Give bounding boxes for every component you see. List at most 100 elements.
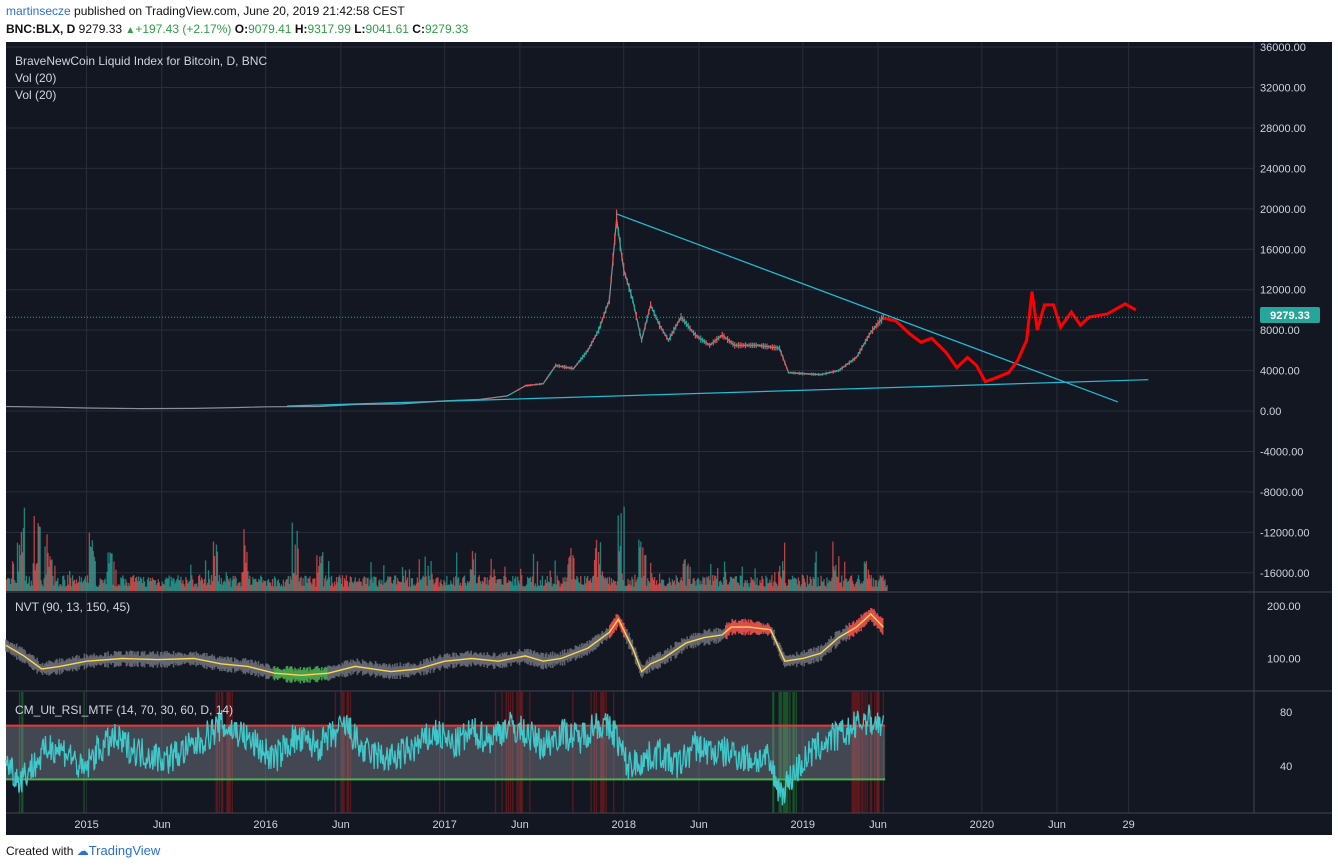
volume-bar: [513, 585, 515, 591]
volume-bar: [362, 578, 364, 591]
volume-bar: [693, 577, 695, 591]
price-tick-label: 0.00: [1260, 406, 1281, 418]
volume-bar: [604, 577, 607, 591]
volume-bar: [678, 582, 680, 591]
volume-bar: [686, 566, 688, 591]
volume-bar: [332, 586, 335, 591]
chart-canvas[interactable]: 36000.00 32000.00 28000.00 24000.00 20000.00…: [0, 42, 1338, 835]
volume-bar: [765, 575, 767, 591]
volume-bar: [338, 575, 341, 591]
volume-bar: [718, 581, 721, 591]
tradingview-brand[interactable]: TradingView: [88, 843, 161, 858]
volume-bar: [673, 580, 675, 591]
rsi-overbought-bar: [517, 692, 519, 813]
volume-bar: [747, 583, 749, 591]
volume-bar: [638, 539, 640, 591]
volume-bar: [665, 585, 668, 591]
volume-bar: [652, 577, 654, 591]
volume-bar: [177, 575, 179, 591]
volume-bar: [413, 584, 416, 591]
volume-bar: [671, 579, 674, 591]
volume-bar: [561, 584, 563, 591]
volume-bar: [200, 580, 202, 591]
volume-bar: [588, 580, 591, 591]
volume-bar: [410, 578, 413, 591]
volume-bar: [418, 559, 420, 591]
volume-bar: [203, 578, 206, 591]
rsi-overbought-bar: [228, 692, 230, 813]
volume-bar: [570, 548, 572, 591]
volume-bar: [66, 585, 68, 591]
volume-bar: [605, 579, 608, 591]
rsi-overbought-bar: [857, 692, 860, 813]
volume-bar: [318, 565, 320, 591]
volume-bar: [433, 584, 435, 591]
volume-bar: [381, 580, 383, 591]
volume-bar: [756, 577, 758, 591]
volume-bar: [708, 575, 710, 591]
volume-bar: [473, 575, 476, 591]
volume-bar: [543, 585, 545, 591]
volume-bar: [355, 582, 357, 591]
volume-bar: [857, 575, 860, 591]
volume-bar: [119, 585, 121, 591]
volume-bar: [132, 576, 134, 591]
volume-bar: [847, 581, 849, 591]
volume-bar: [792, 578, 795, 591]
volume-bar: [289, 576, 291, 591]
volume-bar: [294, 544, 296, 591]
volume-bar: [885, 586, 887, 591]
volume-bar: [409, 586, 412, 591]
volume-bar: [388, 577, 390, 591]
volume-bar: [217, 581, 220, 591]
volume-bar: [492, 577, 494, 591]
volume-bar: [781, 578, 783, 591]
high-value: 9317.99: [307, 22, 351, 36]
volume-bar: [769, 579, 771, 591]
volume-bar: [440, 579, 442, 591]
volume-bar: [883, 581, 885, 591]
volume-bar: [530, 582, 533, 591]
author-link[interactable]: martinsecze: [6, 4, 71, 18]
rsi-overbought-bar: [220, 692, 223, 813]
volume-bar: [456, 552, 458, 591]
volume-bar: [158, 582, 160, 591]
volume-bar: [866, 578, 869, 591]
volume-bar: [785, 586, 788, 591]
volume-bar: [371, 577, 373, 591]
volume-bar: [688, 579, 690, 591]
volume-bar: [805, 586, 807, 591]
volume-bar: [7, 577, 10, 591]
volume-bar: [700, 580, 702, 591]
volume-bar: [844, 561, 846, 591]
volume-bar: [150, 581, 153, 591]
rsi-oversold-bar: [778, 692, 780, 813]
volume-bar: [872, 578, 874, 591]
volume-bar: [56, 580, 58, 591]
volume-bar: [21, 552, 24, 591]
low-label: L:: [354, 22, 366, 36]
volume-bar: [451, 583, 453, 591]
volume-bar: [497, 579, 499, 591]
volume-bar: [278, 582, 281, 591]
volume-bar: [432, 579, 434, 591]
volume-bar: [365, 583, 367, 591]
volume-bar: [668, 577, 671, 591]
volume-bar: [751, 579, 753, 591]
volume-bar: [538, 585, 541, 591]
volume-bar: [343, 578, 346, 591]
volume-bar: [829, 581, 831, 591]
volume-bar: [848, 578, 851, 591]
rsi-overbought-bar: [603, 692, 605, 813]
volume-bar: [651, 573, 653, 591]
volume-bar: [820, 575, 822, 591]
volume-bar: [333, 581, 336, 591]
volume-bar: [312, 578, 314, 591]
volume-bar: [819, 585, 821, 591]
volume-bar: [426, 585, 428, 591]
volume-bar: [611, 582, 613, 591]
volume-bar: [351, 581, 353, 591]
volume-bar: [188, 581, 190, 591]
volume-bar: [477, 577, 480, 591]
rsi-overbought-bar: [516, 692, 518, 813]
